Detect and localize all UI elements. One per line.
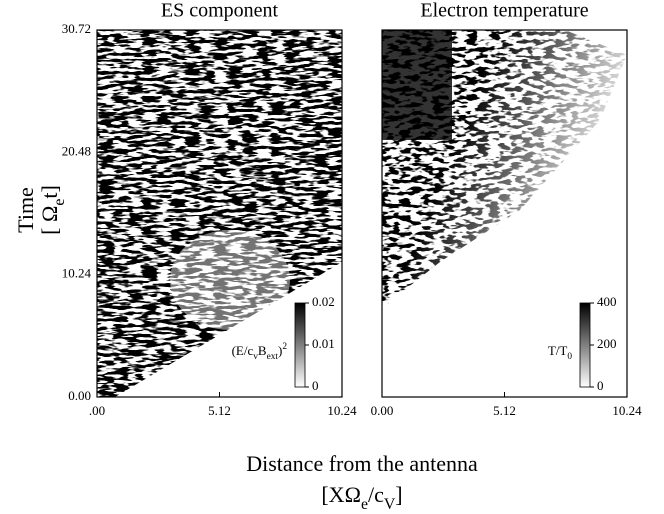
colorbar-label: T/T0 (548, 343, 573, 362)
colorbar (579, 302, 591, 388)
x-tick-label: 0.00 (371, 403, 394, 418)
x-tick-label: .00 (89, 403, 105, 418)
colorbar-tick-label: 0 (597, 378, 604, 393)
x-axis-unit-part: e (361, 496, 368, 513)
x-tick-label: 10.24 (612, 403, 642, 418)
chart-title: Electron temperature (420, 0, 588, 22)
x-tick-label: 10.24 (327, 403, 357, 418)
colorbar-label-part: ext (267, 352, 279, 362)
colorbar-label-part: 0 (567, 352, 572, 362)
x-axis-unit: [XΩe/cV] (321, 482, 402, 513)
chart-title: ES component (161, 0, 279, 22)
colorbar-tick-label: 200 (597, 336, 617, 351)
y-axis-unit: [ Ωet] (37, 185, 68, 235)
colorbar-label-part: ) (278, 343, 282, 358)
colorbar-label-part: B (258, 343, 267, 358)
colorbar-label-part: v (253, 352, 258, 362)
y-tick-label: 10.24 (62, 266, 92, 281)
x-tick-label: 5.12 (493, 403, 516, 418)
y-tick-label: 30.72 (62, 21, 91, 36)
x-tick-label: 5.12 (208, 403, 231, 418)
y-axis-label: Time (13, 187, 38, 233)
y-axis-unit-part: [ Ω (37, 206, 62, 235)
colorbar (294, 302, 306, 388)
colorbar-label: (E/cvBext)2 (232, 342, 288, 362)
x-axis-unit-part: /c (368, 482, 384, 507)
x-axis-unit-part: [XΩ (321, 482, 361, 507)
colorbar-label-part: 2 (282, 342, 287, 352)
colorbar-label-part: T/T (548, 343, 568, 358)
y-axis-unit-part: e (51, 199, 68, 206)
y-axis-unit-part: t] (37, 185, 62, 198)
x-axis-unit-part: V (384, 496, 396, 513)
colorbar-tick-label: 0.02 (312, 294, 335, 309)
x-axis-label: Distance from the antenna (246, 451, 478, 476)
colorbar-tick-label: 400 (597, 294, 617, 309)
y-tick-label: 20.48 (62, 143, 91, 158)
colorbar-tick-label: 0.01 (312, 336, 335, 351)
colorbar-label-part: (E/c (232, 343, 254, 358)
y-tick-label: 0.00 (68, 388, 91, 403)
x-axis-unit-part: ] (395, 482, 402, 507)
heatmap-texture (97, 30, 627, 397)
colorbar-tick-label: 0 (312, 378, 319, 393)
